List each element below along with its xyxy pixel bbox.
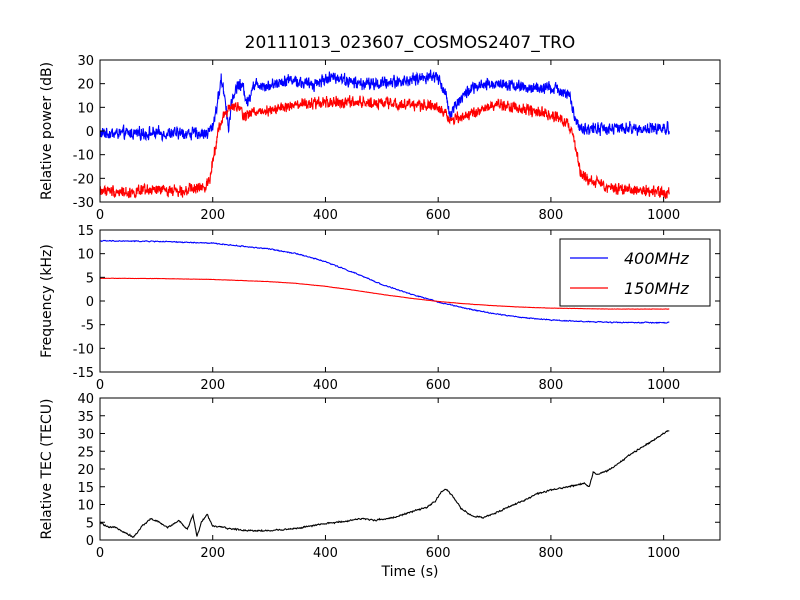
legend-label: 400MHz bbox=[624, 249, 689, 268]
y-tick-label: 30 bbox=[77, 54, 94, 69]
legend-label: 150MHz bbox=[624, 279, 689, 298]
y-tick-label: 15 bbox=[77, 481, 94, 496]
x-tick-label: 400 bbox=[313, 378, 338, 393]
y-tick-label: -5 bbox=[81, 319, 94, 334]
y-tick-label: 40 bbox=[77, 392, 94, 407]
tec-series-1-line bbox=[100, 430, 670, 538]
y-tick-label: 10 bbox=[77, 248, 94, 263]
y-tick-label: -30 bbox=[73, 196, 94, 211]
x-tick-label: 1000 bbox=[647, 208, 680, 223]
x-tick-label: 400 bbox=[313, 208, 338, 223]
frequency-panel: 0 200 400 600 800 1000 -15 -10 -5 0 5 10 15 Frequency… bbox=[39, 224, 721, 393]
x-tick-label: 200 bbox=[200, 546, 225, 561]
power-series-1-line bbox=[100, 69, 670, 143]
x-tick-label: 0 bbox=[96, 546, 104, 561]
x-tick-label: 600 bbox=[426, 546, 451, 561]
y-tick-label: 25 bbox=[77, 445, 94, 460]
y-tick-label: -10 bbox=[73, 342, 94, 357]
y-tick-label: 10 bbox=[77, 499, 94, 514]
legend-box bbox=[559, 238, 711, 307]
y-tick-label: -20 bbox=[73, 172, 94, 187]
x-tick-label: 800 bbox=[538, 378, 563, 393]
y-tick-label: 20 bbox=[77, 78, 94, 93]
x-tick-label: 600 bbox=[426, 378, 451, 393]
y-tick-label: 15 bbox=[77, 224, 94, 239]
x-tick-label: 0 bbox=[96, 378, 104, 393]
y-tick-label: 35 bbox=[77, 410, 94, 425]
power-panel: 0 200 400 600 800 1000 -30 -20 -10 0 10 20 30 Relativ… bbox=[39, 54, 721, 223]
x-tick-label: 800 bbox=[538, 546, 563, 561]
tec-y-axis-label: Relative TEC (TECU) bbox=[39, 399, 55, 540]
y-tick-label: 10 bbox=[77, 101, 94, 116]
y-tick-label: 0 bbox=[86, 534, 94, 549]
y-tick-label: 0 bbox=[86, 295, 94, 310]
y-tick-label: 30 bbox=[77, 428, 94, 443]
y-tick-label: 5 bbox=[86, 271, 94, 286]
y-tick-label: 5 bbox=[86, 516, 94, 531]
chart-title: 20111013_023607_COSMOS2407_TRO bbox=[245, 33, 576, 53]
y-tick-label: -10 bbox=[73, 149, 94, 164]
frequency-series-400mhz-line bbox=[100, 239, 670, 325]
y-tick-label: 0 bbox=[86, 125, 94, 140]
x-tick-label: 1000 bbox=[647, 378, 680, 393]
x-tick-label: 800 bbox=[538, 208, 563, 223]
x-tick-label: 200 bbox=[200, 208, 225, 223]
tec-panel: 0 200 400 600 800 10000510152025303540Relativ… bbox=[39, 392, 721, 561]
x-tick-label: 1000 bbox=[647, 546, 680, 561]
x-axis-label: Time (s) bbox=[381, 564, 439, 580]
y-tick-label: -15 bbox=[73, 366, 94, 381]
power-y-axis-label: Relative power (dB) bbox=[39, 62, 55, 200]
x-tick-label: 400 bbox=[313, 546, 338, 561]
y-tick-label: 20 bbox=[77, 463, 94, 478]
frequency-series-150mhz-line bbox=[100, 277, 670, 310]
x-tick-label: 600 bbox=[426, 208, 451, 223]
power-series-2-line bbox=[100, 95, 670, 199]
x-tick-label: 0 bbox=[96, 208, 104, 223]
frequency-y-axis-label: Frequency (kHz) bbox=[39, 244, 55, 358]
x-tick-label: 200 bbox=[200, 378, 225, 393]
